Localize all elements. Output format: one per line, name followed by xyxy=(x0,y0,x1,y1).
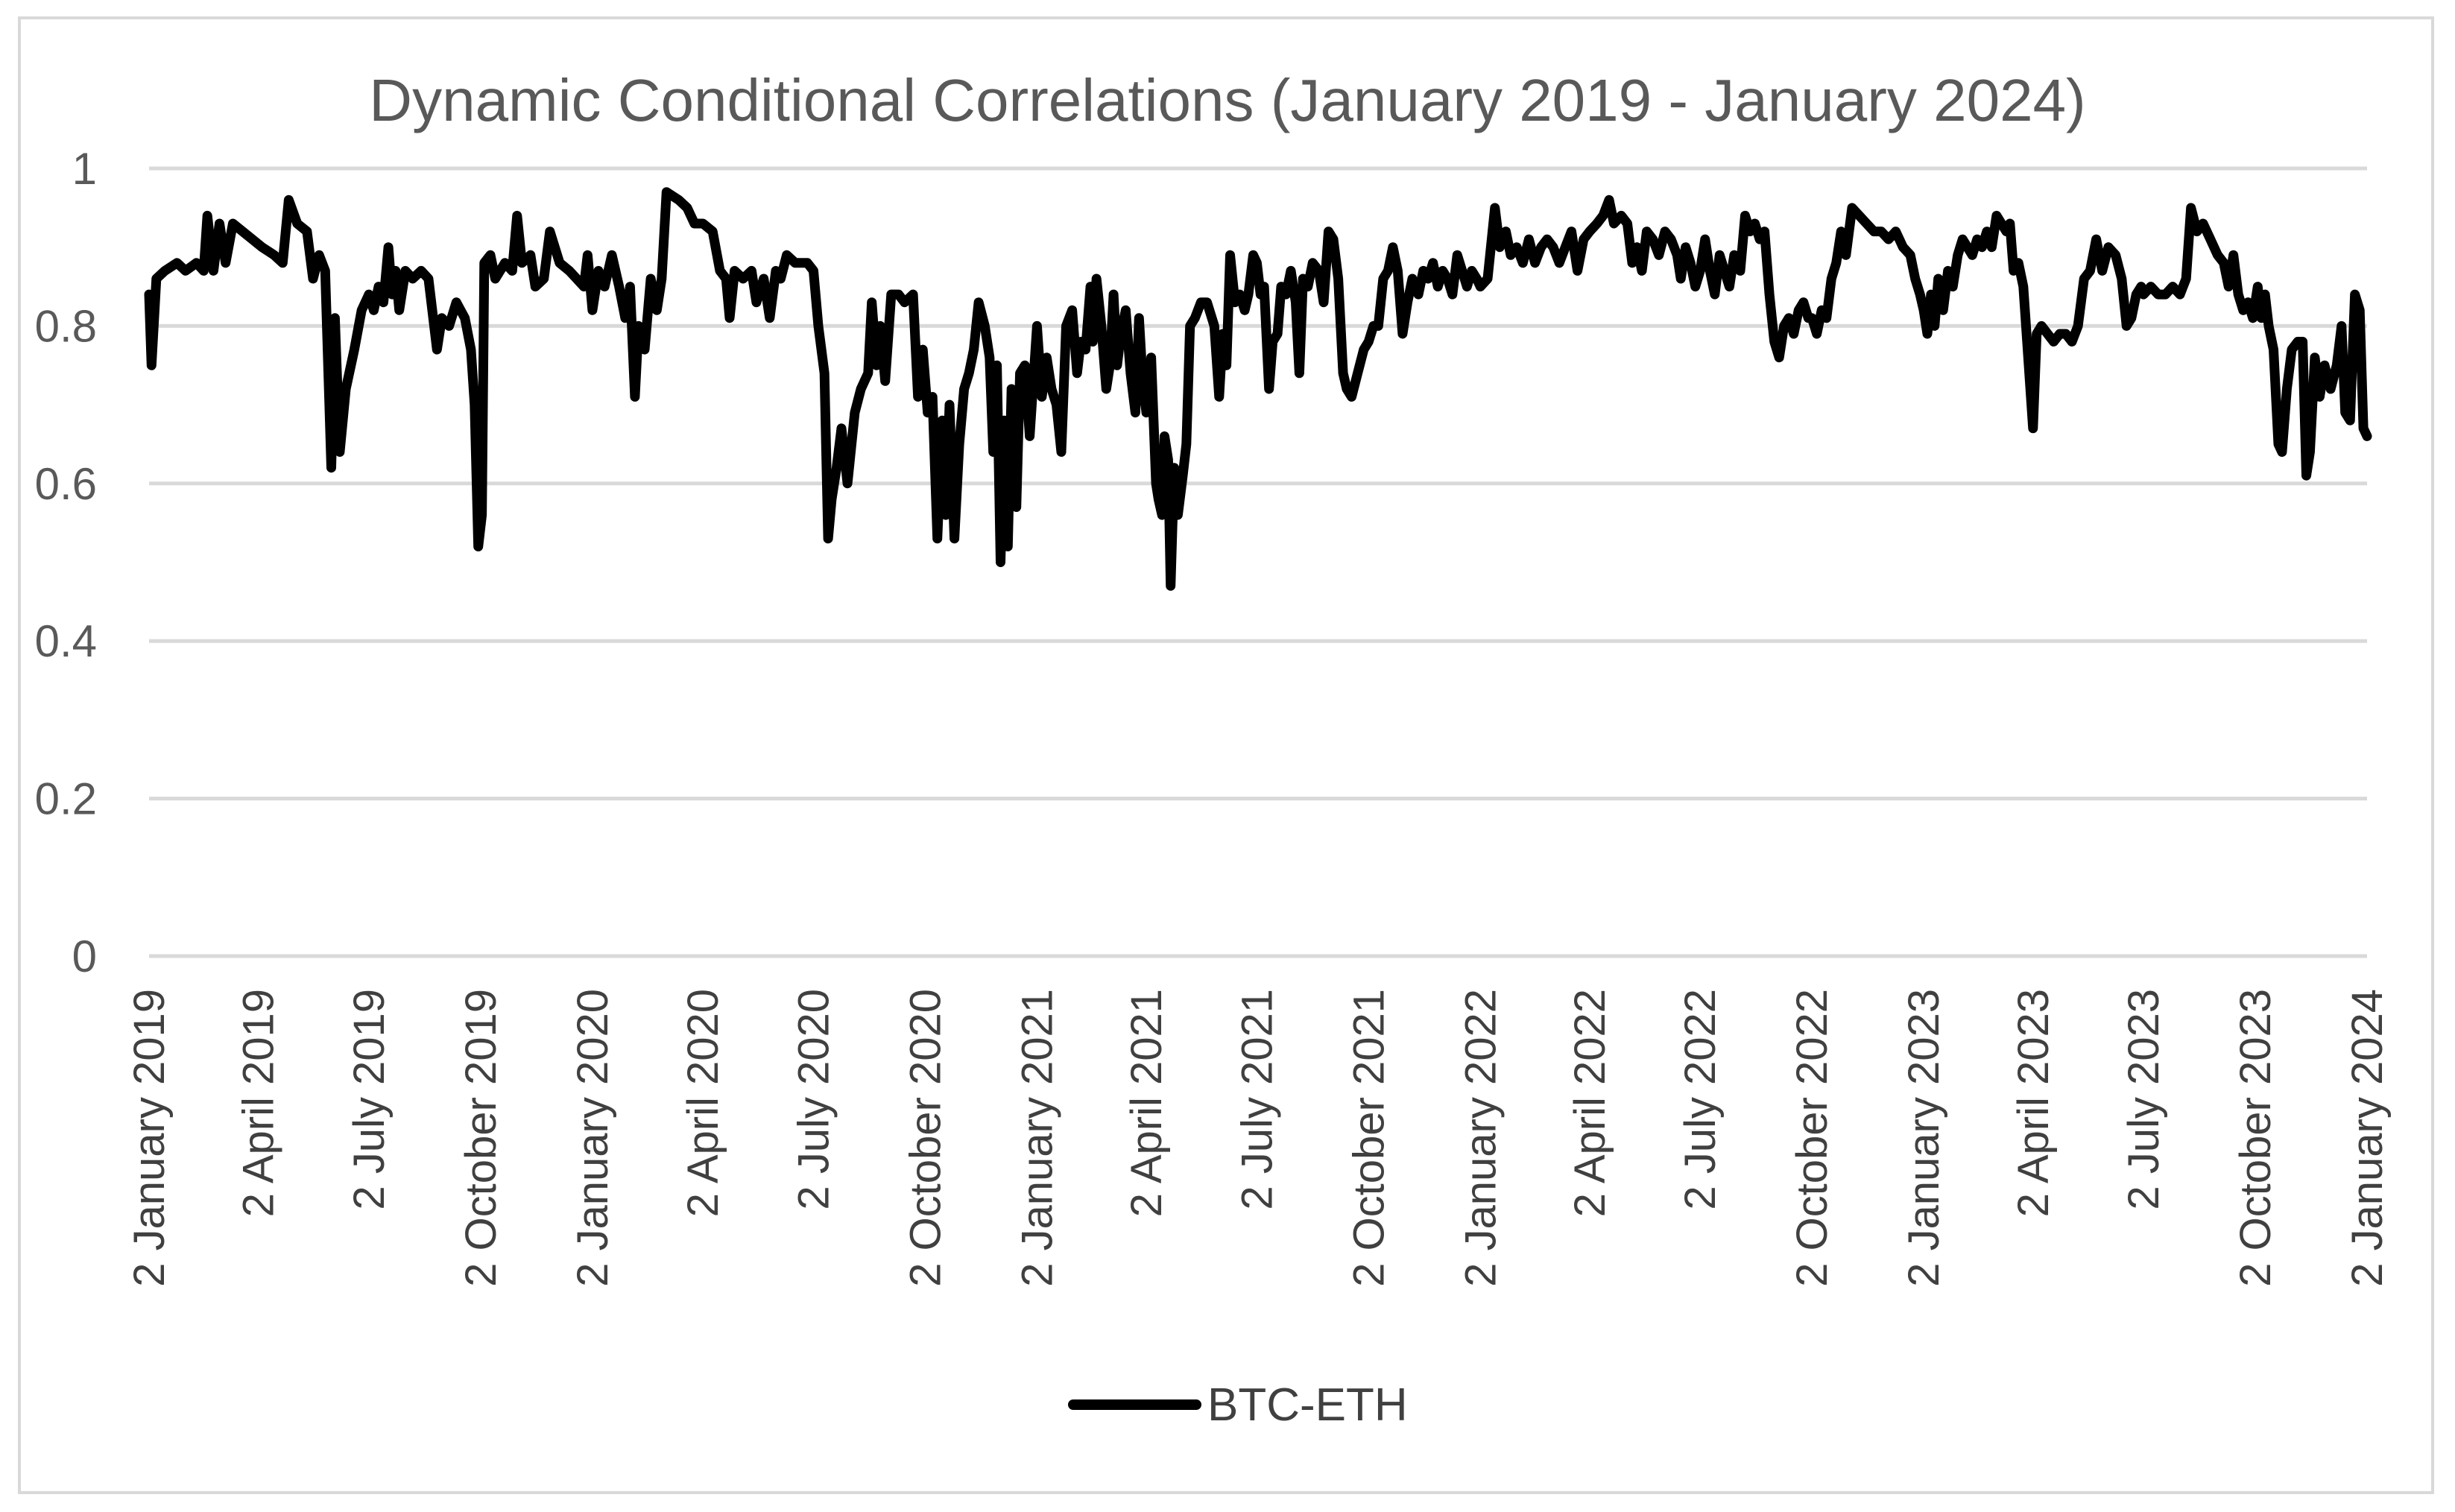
y-tick-label: 0.2 xyxy=(35,774,97,824)
x-tick-label: 2 July 2019 xyxy=(345,989,394,1210)
legend-label-btc-eth: BTC-ETH xyxy=(1207,1379,1408,1431)
x-tick-label: 2 October 2023 xyxy=(2231,989,2280,1287)
series-line-btc-eth xyxy=(144,187,2372,591)
x-axis-ticks: 2 January 2019 2 April 2019 2 July 2019 2 O… xyxy=(125,989,2392,1287)
x-tick-label: 2 January 2021 xyxy=(1013,989,1061,1287)
x-tick-label: 2 July 2022 xyxy=(1676,989,1725,1210)
x-tick-label: 2 April 2023 xyxy=(2009,989,2058,1217)
legend: BTC-ETH xyxy=(1068,1379,1408,1431)
y-axis-ticks: 0 0.2 0.4 0.6 0.8 1 xyxy=(35,144,97,981)
x-tick-label: 2 January 2019 xyxy=(125,989,174,1287)
x-tick-label: 2 January 2023 xyxy=(1900,989,1948,1287)
x-tick-label: 2 July 2023 xyxy=(2120,989,2168,1210)
y-tick-label: 0 xyxy=(72,931,97,981)
x-tick-label: 2 October 2021 xyxy=(1345,989,1393,1287)
x-tick-label: 2 July 2021 xyxy=(1233,989,1281,1210)
series-layer xyxy=(144,187,2372,591)
x-tick-label: 2 October 2020 xyxy=(901,989,950,1287)
y-tick-label: 0.4 xyxy=(35,616,97,666)
chart-title: Dynamic Conditional Correlations (Januar… xyxy=(369,67,2085,133)
y-tick-label: 0.8 xyxy=(35,301,97,351)
x-tick-label: 2 January 2020 xyxy=(569,989,617,1287)
y-tick-label: 1 xyxy=(72,144,97,194)
x-tick-label: 2 April 2019 xyxy=(235,989,283,1217)
x-tick-label: 2 October 2022 xyxy=(1788,989,1836,1287)
y-tick-label: 0.6 xyxy=(35,459,97,509)
x-tick-label: 2 January 2022 xyxy=(1456,989,1505,1287)
x-tick-label: 2 April 2021 xyxy=(1122,989,1171,1217)
x-tick-label: 2 April 2020 xyxy=(679,989,727,1217)
gridlines xyxy=(149,166,2367,958)
x-tick-label: 2 July 2020 xyxy=(789,989,838,1210)
x-tick-label: 2 October 2019 xyxy=(457,989,505,1287)
x-tick-label: 2 January 2024 xyxy=(2343,989,2392,1287)
x-tick-label: 2 April 2022 xyxy=(1566,989,1614,1217)
